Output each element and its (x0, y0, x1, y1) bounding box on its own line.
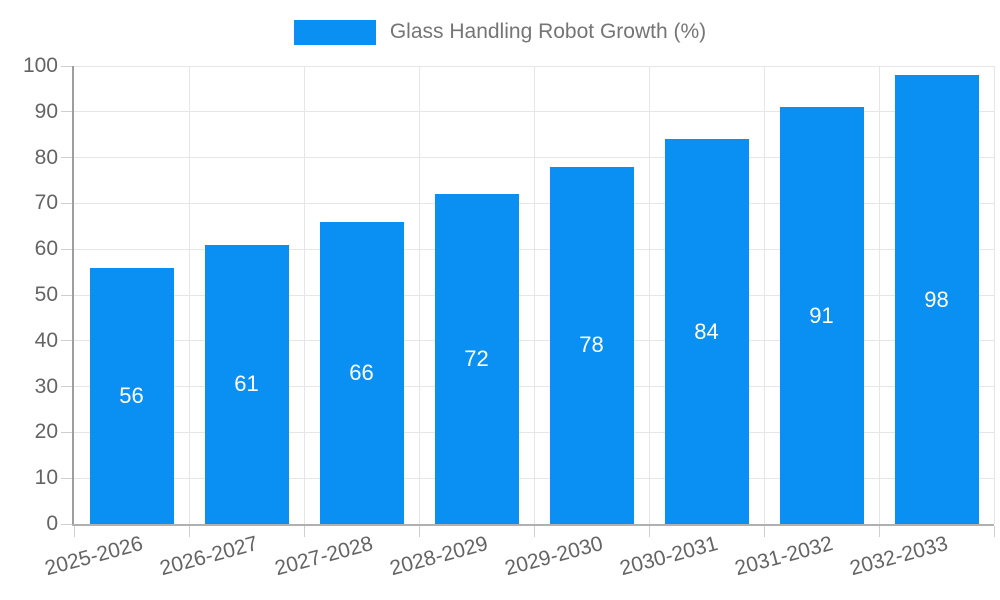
y-axis-tick-label: 20 (34, 420, 58, 444)
y-axis-tick-label: 80 (34, 145, 58, 169)
gridline (648, 66, 650, 524)
bar (434, 194, 519, 524)
bar (549, 166, 634, 524)
bar-value-label: 84 (694, 318, 719, 344)
y-axis-tick (61, 431, 72, 433)
y-axis-tick-label: 10 (34, 466, 58, 490)
y-axis-tick (61, 157, 72, 159)
y-axis-tick (61, 477, 72, 479)
x-axis-tick-label: 2027-2028 (272, 532, 376, 581)
x-axis-tick (533, 526, 535, 537)
x-axis-tick-label: 2026-2027 (157, 532, 261, 581)
x-axis-tick-label: 2029-2030 (502, 532, 606, 581)
bar-value-label: 66 (349, 359, 374, 385)
gridline (763, 66, 765, 524)
legend-swatch (293, 19, 376, 45)
bar-value-label: 72 (464, 346, 489, 372)
x-axis-tick-label: 2032-2033 (847, 532, 951, 581)
gridline (418, 66, 420, 524)
y-axis-tick-label: 100 (22, 54, 58, 77)
x-axis-tick (993, 526, 995, 537)
bar-value-label: 78 (579, 332, 604, 358)
x-axis-tick-label: 2031-2032 (732, 532, 836, 581)
gridline (878, 66, 880, 524)
y-axis-tick (61, 202, 72, 204)
bar (89, 267, 174, 524)
x-axis-tick (418, 526, 420, 537)
y-axis-tick-label: 70 (34, 191, 58, 215)
y-axis-tick-label: 40 (34, 328, 58, 352)
y-axis-tick-label: 30 (34, 374, 58, 398)
gridline (188, 66, 190, 524)
y-axis-tick (61, 294, 72, 296)
y-axis-tick-label: 90 (34, 99, 58, 123)
bar (204, 244, 289, 524)
x-axis-tick (648, 526, 650, 537)
y-axis-tick-label: 0 (46, 512, 58, 535)
y-axis-line (72, 66, 74, 524)
y-axis-tick (61, 65, 72, 67)
y-axis-tick (61, 386, 72, 388)
bar (779, 107, 864, 524)
x-axis-tick-label: 2025-2026 (42, 532, 146, 581)
x-axis-tick (303, 526, 305, 537)
bar (319, 221, 404, 524)
chart-legend[interactable]: Glass Handling Robot Growth (%) (0, 14, 1000, 50)
x-axis-tick (73, 526, 75, 537)
x-axis-tick (188, 526, 190, 537)
gridline (303, 66, 305, 524)
y-axis-tick (61, 340, 72, 342)
legend-label: Glass Handling Robot Growth (%) (389, 20, 707, 43)
y-axis-tick-label: 60 (34, 237, 58, 261)
bar-value-label: 56 (119, 382, 144, 408)
x-axis-tick (878, 526, 880, 537)
bar-value-label: 98 (924, 286, 949, 312)
y-axis-tick (61, 111, 72, 113)
plot-area: 0 10 20 30 40 50 60 70 80 90 100 56 2025-2026 61 2026-… (23, 54, 995, 580)
gridline (533, 66, 535, 524)
x-axis-tick-label: 2030-2031 (617, 532, 721, 581)
bar-value-label: 61 (234, 371, 259, 397)
y-axis-tick (61, 248, 72, 250)
x-axis-line (72, 524, 994, 526)
y-axis-tick-label: 50 (34, 283, 58, 306)
gridline (993, 66, 995, 524)
y-axis-tick (61, 523, 72, 525)
x-axis-tick-label: 2028-2029 (387, 532, 491, 581)
bar-value-label: 91 (809, 302, 834, 328)
x-axis-tick (763, 526, 765, 537)
bar (664, 139, 749, 524)
bar (894, 75, 979, 524)
